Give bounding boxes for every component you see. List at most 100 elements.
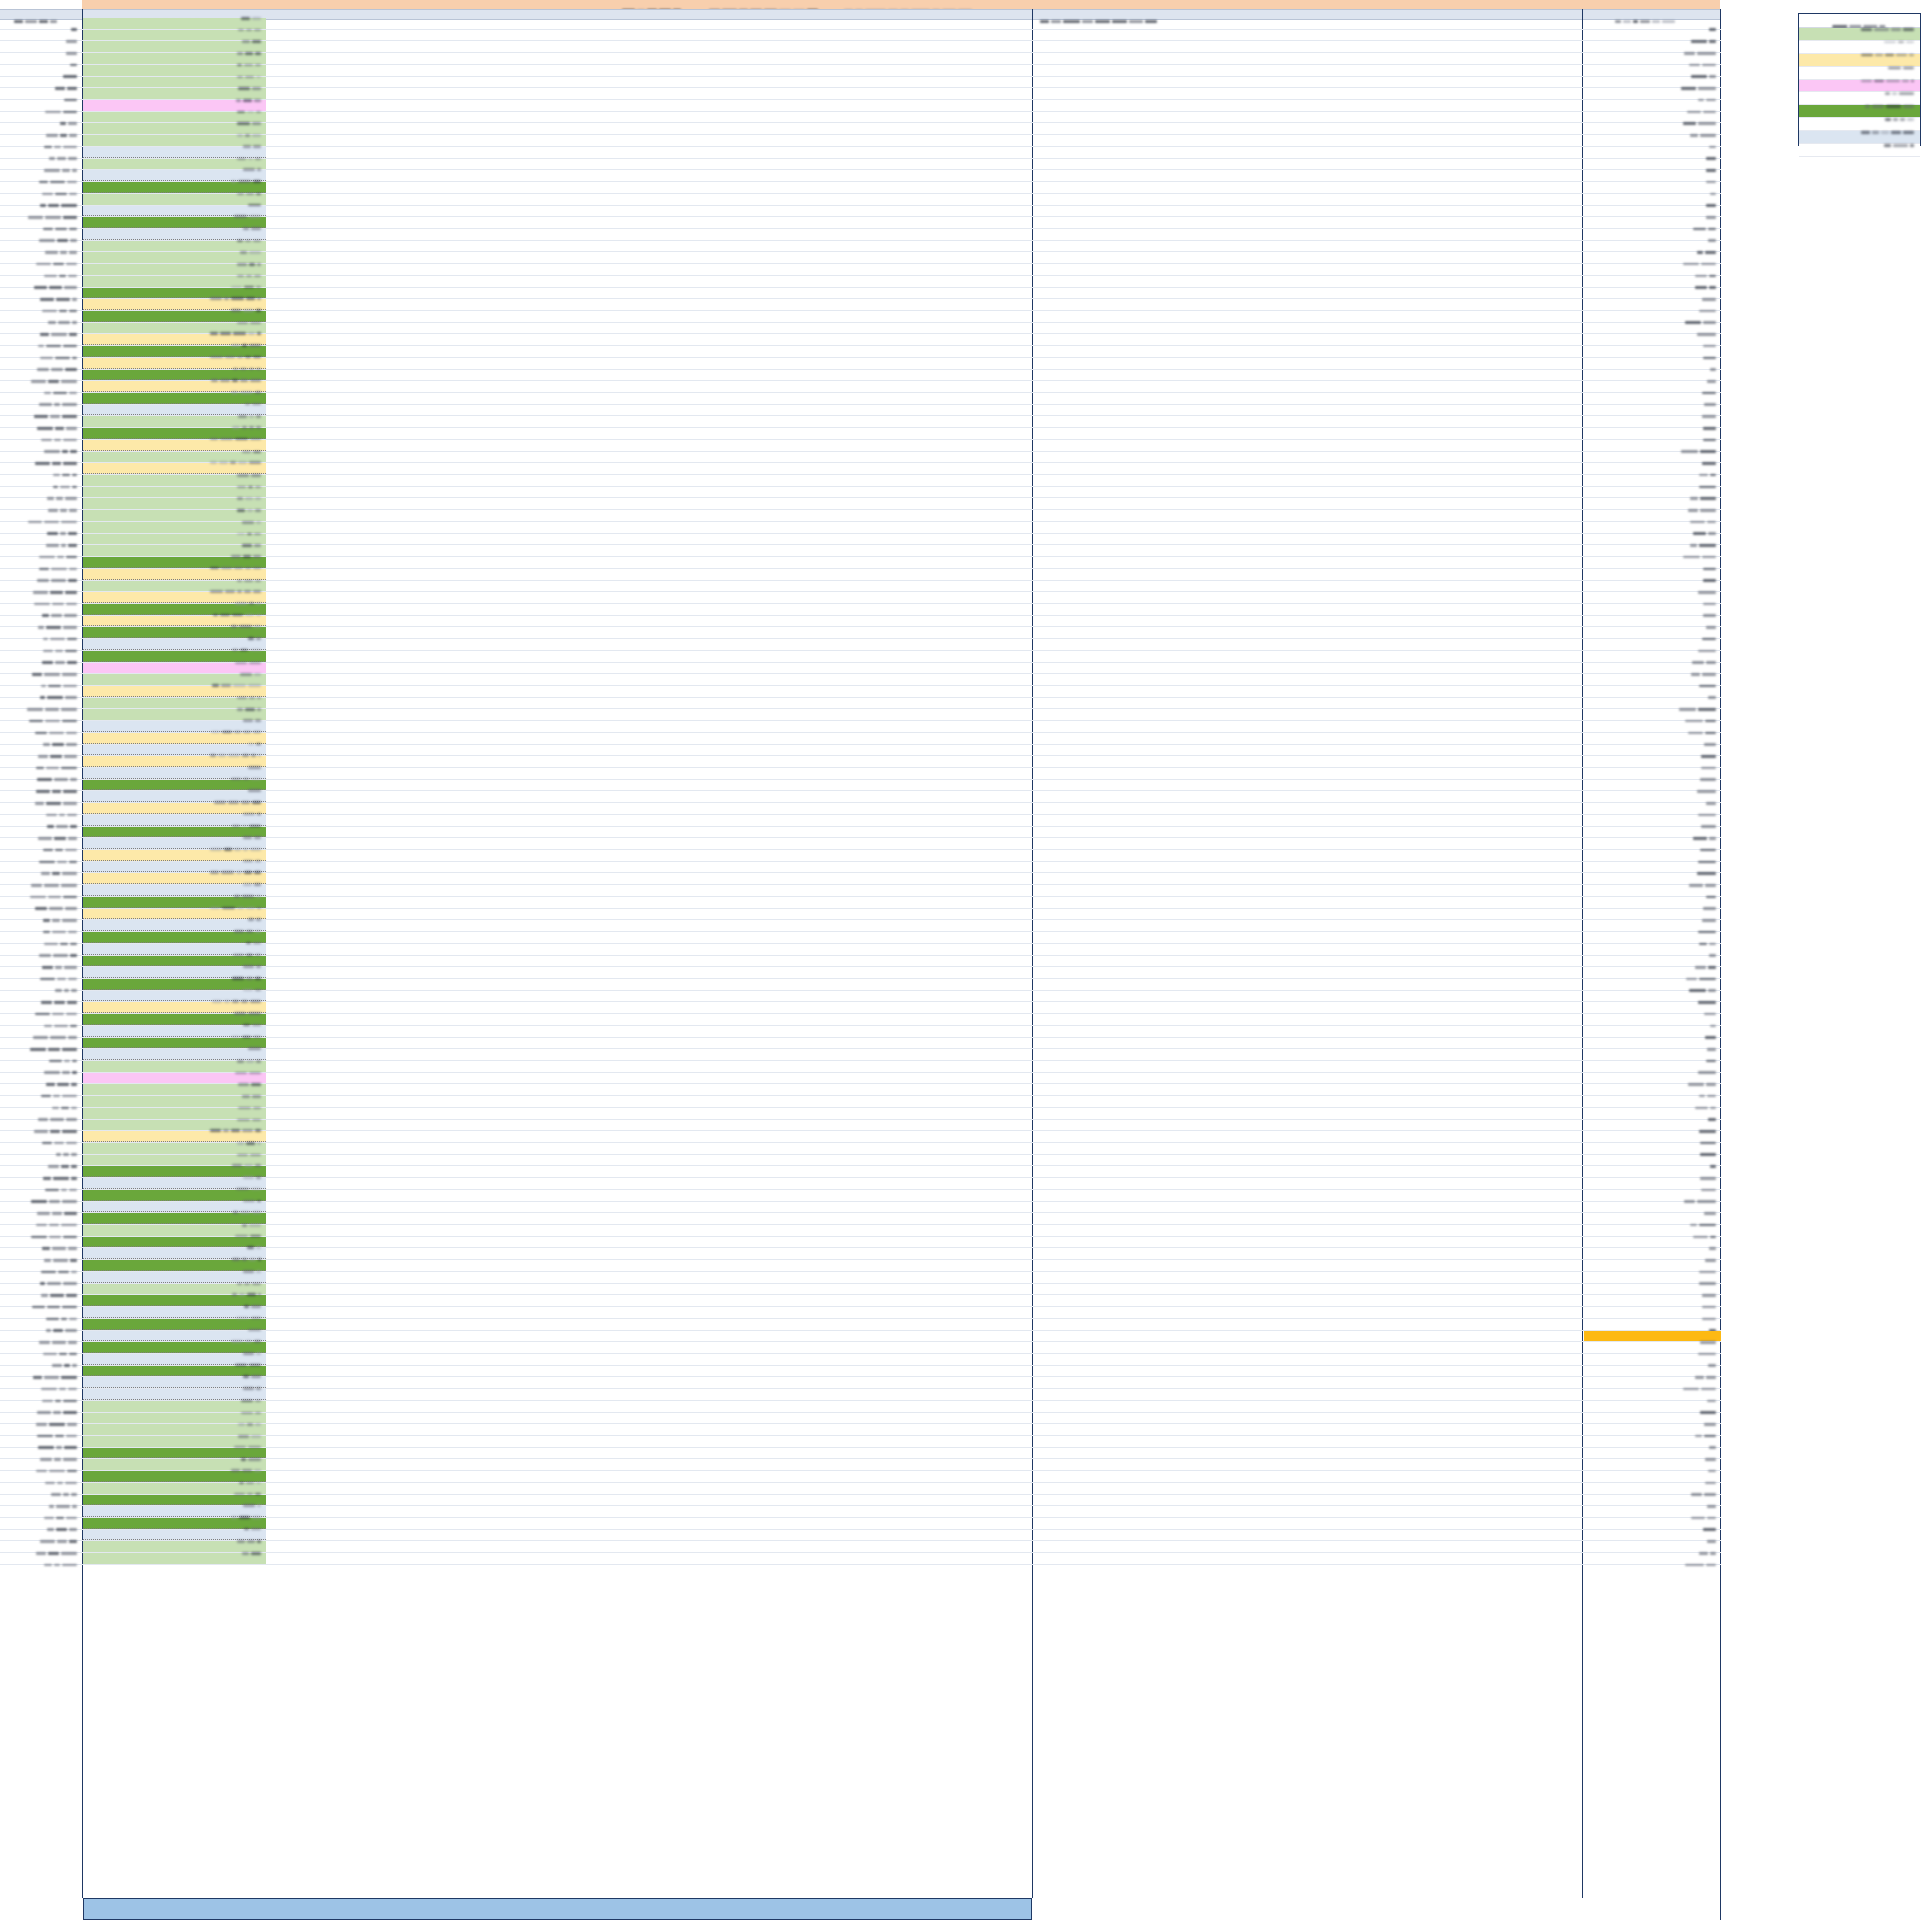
row-comment-cell[interactable] (267, 416, 1032, 427)
row-response-cell[interactable] (1034, 252, 1583, 263)
row-status-cell[interactable] (83, 17, 266, 29)
table-row[interactable] (0, 437, 1721, 453)
row-response-cell[interactable] (1034, 334, 1583, 345)
row-meta-cell[interactable] (1584, 592, 1721, 606)
row-comment-cell[interactable] (267, 651, 1032, 662)
row-response-cell[interactable] (1034, 1459, 1583, 1470)
row-response-cell[interactable] (1034, 1120, 1583, 1131)
row-status-cell[interactable] (83, 894, 266, 908)
row-status-cell[interactable] (83, 836, 266, 850)
row-status-cell[interactable] (83, 437, 266, 451)
row-id-cell[interactable] (0, 1389, 82, 1403)
row-meta-cell[interactable] (1584, 1061, 1721, 1075)
row-status-cell[interactable] (83, 918, 266, 932)
row-meta-cell[interactable] (1584, 1366, 1721, 1379)
row-response-cell[interactable] (1034, 1518, 1583, 1529)
row-response-cell[interactable] (1034, 1295, 1583, 1306)
row-meta-cell[interactable] (1584, 979, 1721, 992)
row-id-cell[interactable] (0, 1366, 82, 1379)
row-id-cell[interactable] (0, 135, 82, 149)
row-comment-cell[interactable] (267, 803, 1032, 814)
row-status-cell[interactable] (83, 168, 266, 182)
row-comment-cell[interactable] (267, 909, 1032, 920)
table-row[interactable] (0, 532, 1721, 547)
row-response-cell[interactable] (1034, 1026, 1583, 1037)
row-id-cell[interactable] (0, 358, 82, 371)
row-comment-cell[interactable] (267, 569, 1032, 580)
row-response-cell[interactable] (1034, 182, 1583, 193)
row-status-cell[interactable] (83, 789, 266, 803)
table-row[interactable] (0, 144, 1721, 160)
row-status-cell[interactable] (83, 297, 266, 310)
row-id-cell[interactable] (0, 686, 82, 700)
row-id-cell[interactable] (0, 323, 82, 336)
row-comment-cell[interactable] (267, 1014, 1032, 1025)
row-id-cell[interactable] (0, 545, 82, 559)
row-id-cell[interactable] (0, 627, 82, 641)
row-id-cell[interactable] (0, 1342, 82, 1356)
row-meta-cell[interactable] (1584, 252, 1721, 266)
row-id-cell[interactable] (0, 815, 82, 828)
row-meta-cell[interactable] (1584, 1483, 1721, 1496)
row-response-cell[interactable] (1034, 768, 1583, 779)
row-status-cell[interactable] (83, 1340, 266, 1353)
row-response-cell[interactable] (1034, 1108, 1583, 1119)
row-id-cell[interactable] (0, 1166, 82, 1180)
row-status-cell[interactable] (83, 1445, 266, 1459)
row-status-cell[interactable] (83, 953, 266, 967)
row-status-cell[interactable] (83, 1316, 266, 1330)
table-row[interactable] (0, 192, 1721, 207)
table-row[interactable] (0, 566, 1721, 582)
row-id-cell[interactable] (0, 838, 82, 852)
row-meta-cell[interactable] (1584, 123, 1721, 137)
row-id-cell[interactable] (0, 1401, 82, 1414)
row-meta-cell[interactable] (1584, 1190, 1721, 1203)
row-id-cell[interactable] (0, 1225, 82, 1239)
row-id-cell[interactable] (0, 288, 82, 301)
row-response-cell[interactable] (1034, 709, 1583, 720)
row-comment-cell[interactable] (267, 53, 1032, 64)
table-row[interactable] (0, 344, 1721, 360)
row-meta-cell[interactable] (1584, 77, 1721, 90)
row-status-cell[interactable] (83, 415, 266, 428)
row-id-cell[interactable] (0, 756, 82, 770)
row-meta-cell[interactable] (1584, 991, 1721, 1004)
row-meta-cell[interactable] (1584, 1237, 1721, 1250)
table-row[interactable] (0, 1340, 1721, 1356)
row-comment-cell[interactable] (267, 768, 1032, 779)
table-row[interactable] (0, 75, 1721, 90)
row-meta-cell[interactable] (1584, 311, 1721, 325)
row-meta-cell[interactable] (1584, 920, 1721, 934)
row-id-cell[interactable] (0, 721, 82, 735)
table-row[interactable] (0, 1106, 1721, 1121)
table-row[interactable] (0, 883, 1721, 899)
row-meta-cell[interactable] (1584, 1155, 1721, 1168)
row-response-cell[interactable] (1034, 838, 1583, 849)
row-meta-cell[interactable] (1584, 756, 1721, 770)
row-meta-cell[interactable] (1584, 627, 1721, 641)
row-comment-cell[interactable] (267, 815, 1032, 826)
table-row[interactable] (0, 239, 1721, 254)
table-row[interactable] (0, 579, 1721, 594)
row-comment-cell[interactable] (267, 686, 1032, 697)
row-response-cell[interactable] (1034, 803, 1583, 814)
table-row[interactable] (0, 379, 1721, 395)
row-comment-cell[interactable] (267, 323, 1032, 334)
row-response-cell[interactable] (1034, 1541, 1583, 1552)
row-id-cell[interactable] (0, 604, 82, 617)
row-comment-cell[interactable] (267, 264, 1032, 275)
row-status-cell[interactable] (83, 848, 266, 861)
row-comment-cell[interactable] (267, 581, 1032, 592)
row-id-cell[interactable] (0, 639, 82, 653)
table-row[interactable] (0, 708, 1721, 723)
table-row[interactable] (0, 215, 1721, 231)
row-comment-cell[interactable] (267, 1377, 1032, 1388)
row-response-cell[interactable] (1034, 65, 1583, 76)
table-row[interactable] (0, 824, 1721, 840)
row-id-cell[interactable] (0, 979, 82, 992)
row-status-cell[interactable] (83, 637, 266, 650)
table-row[interactable] (0, 355, 1721, 371)
row-status-cell[interactable] (83, 251, 266, 264)
row-response-cell[interactable] (1034, 159, 1583, 170)
row-meta-cell[interactable] (1584, 581, 1721, 594)
